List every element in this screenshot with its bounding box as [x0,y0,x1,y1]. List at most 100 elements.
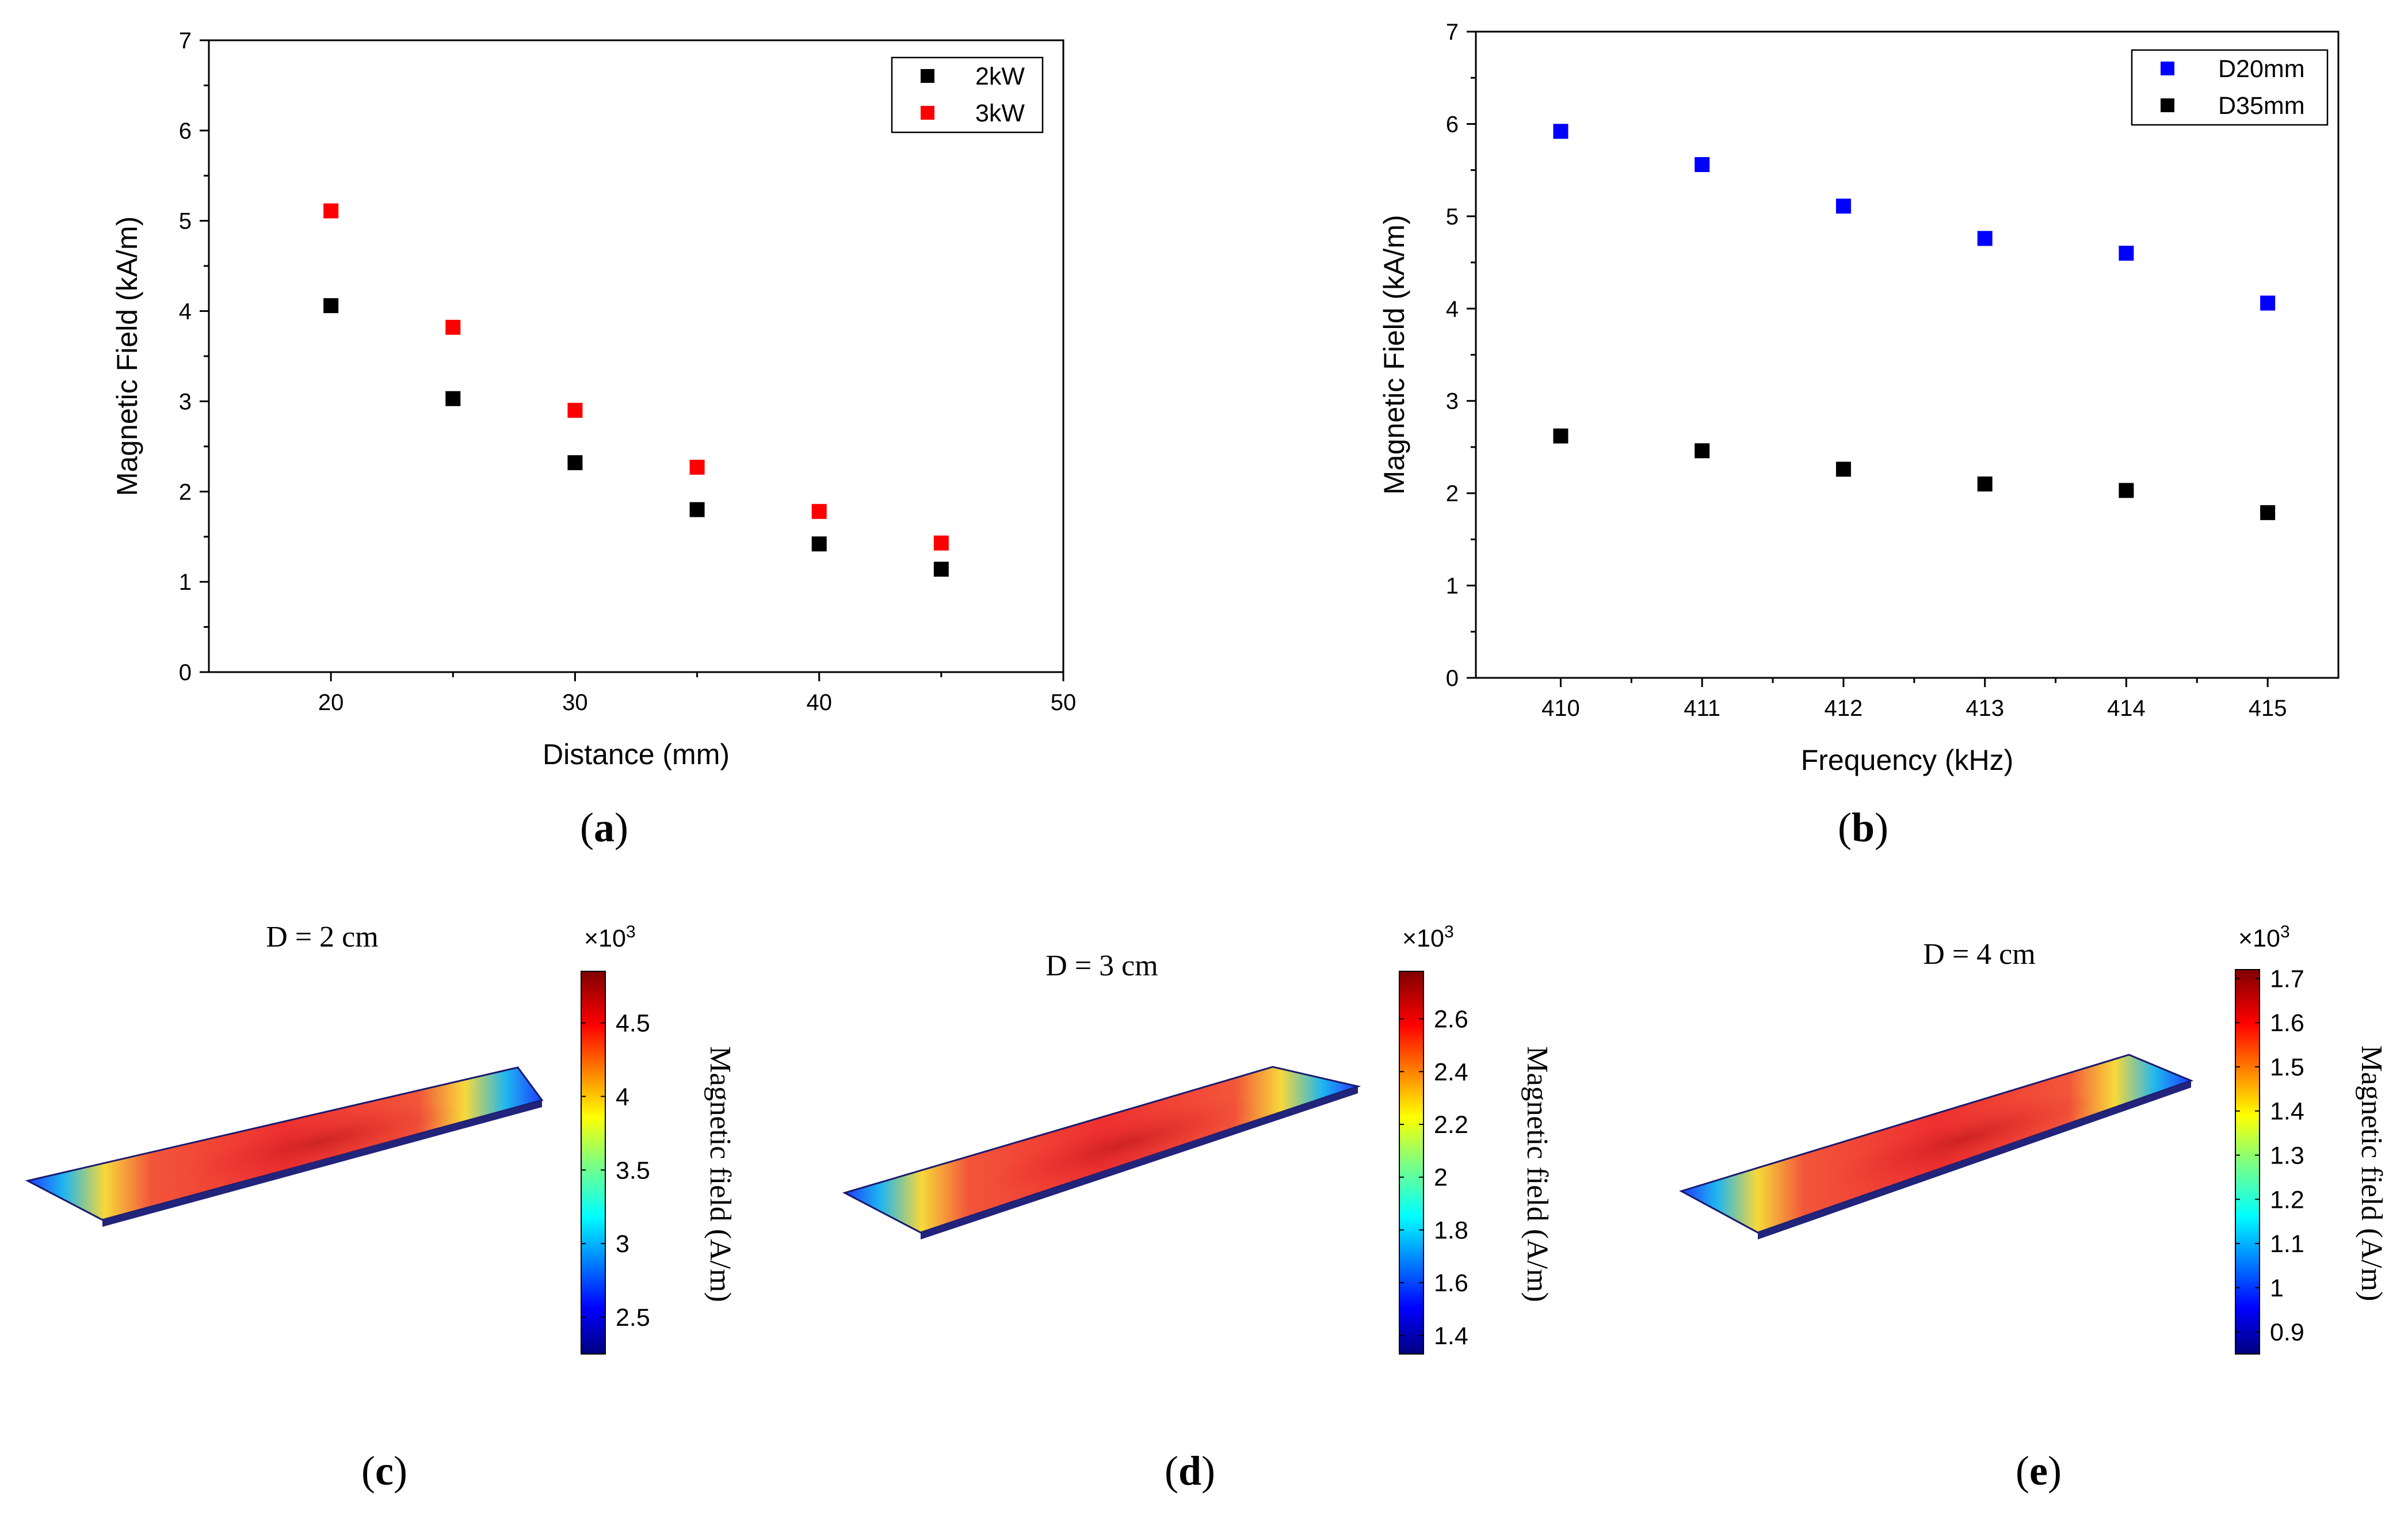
data-point-d35mm [2260,505,2276,520]
legend-marker-d20mm [2161,62,2174,75]
x-tick-label: 40 [806,690,832,715]
y-tick-label: 5 [1446,204,1459,230]
y-tick-label: 3 [1446,389,1459,414]
data-point-d35mm [1977,476,1993,492]
x-tick-label: 50 [1051,690,1077,715]
panel-c: D = 2 cm 2.5 3 3.5 4 4.5 ×103 Magnetic field (A… [25,921,736,1494]
data-point-2kw [811,536,827,552]
x-tick-label: 410 [1541,696,1580,721]
colorbar-tick-label: 1.8 [1434,1216,1468,1244]
panel-label: (b) [1838,804,1888,850]
colorbar-tick-label: 1.6 [1434,1269,1468,1297]
y-tick-label: 2 [179,479,192,505]
data-point-d20mm [2119,246,2134,261]
panel-label: (c) [361,1448,407,1494]
panel-a: 0 1 2 3 4 5 6 7 20 30 40 50 Distance (mm) Magnetic Fi… [111,28,1076,850]
data-point-3kw [933,535,949,551]
data-point-d35mm [1553,428,1569,444]
colorbar-tick-label: 4 [616,1083,629,1111]
colorbar-tick-label: 1.4 [2270,1098,2304,1126]
colorbar-tick-label: 2.4 [1434,1058,1468,1086]
plot-frame [1475,30,2340,679]
field-hotspot [1830,1092,2096,1187]
x-tick-label: 413 [1966,696,2004,721]
colorbar-tick-label: 2.2 [1434,1111,1468,1139]
panel-e: D = 4 cm 0.9 1 1.1 1.2 1.3 1.4 1.5 1.6 1.7 ×103 Mag… [1679,922,2388,1494]
data-point-3kw [811,503,827,519]
legend-label-3kw: 3kW [975,100,1025,127]
y-tick-label: 5 [179,209,192,234]
y-axis-label: Magnetic Field (kA/m) [1378,215,1410,494]
data-point-2kw [689,502,705,517]
colorbar-tick-label: 1.4 [1434,1322,1468,1350]
y-tick-label: 4 [179,299,192,325]
colorbar [1399,971,1424,1355]
plate-edge [921,1086,1358,1239]
simulation-title: D = 4 cm [1923,938,2035,971]
panel-label: (e) [2016,1448,2062,1494]
data-point-2kw [567,455,583,471]
legend-box [891,56,1044,133]
field-hotspot [185,1102,456,1182]
data-point-2kw [933,562,949,577]
colorbar-tick-label: 3 [616,1230,629,1258]
data-point-2kw [445,391,461,406]
colorbar-tick-label: 4.5 [616,1010,650,1037]
y-tick-label: 7 [179,28,192,54]
colorbar-multiplier: ×103 [2238,922,2290,952]
data-point-d35mm [1695,443,1710,459]
legend-label-d20mm: D20mm [2218,55,2305,83]
legend-marker-3kw [921,106,934,120]
colorbar [2235,969,2260,1355]
y-tick-label: 0 [179,660,192,685]
field-hotspot [989,1098,1255,1191]
x-tick-label: 414 [2107,696,2146,721]
legend-label-d35mm: D35mm [2218,92,2305,120]
data-point-d20mm [1553,124,1569,139]
x-tick-label: 412 [1825,696,1863,721]
panel-label: (a) [580,804,628,850]
y-tick-label: 7 [1446,20,1459,45]
x-tick-label: 20 [318,690,344,715]
colorbar-multiplier: ×103 [584,922,636,952]
data-point-d20mm [1695,157,1710,173]
panel-b: 0 1 2 3 4 5 6 7 410 411 412 413 414 415 Frequency (kHz… [1378,20,2340,850]
y-tick-label: 6 [179,119,192,144]
plate-edge [102,1100,542,1227]
data-point-3kw [445,319,461,335]
colorbar-tick-label: 1 [2270,1275,2284,1302]
data-point-d35mm [1835,461,1851,477]
x-tick-label: 415 [2249,696,2287,721]
data-point-3kw [323,203,339,219]
colorbar-label: Magnetic field (A/m) [2355,1046,2388,1302]
colorbar-tick-label: 1.3 [2270,1142,2304,1169]
colorbar [581,971,606,1355]
colorbar-tick-label: 2.5 [616,1304,650,1332]
y-tick-label: 1 [179,570,192,595]
y-tick-label: 3 [179,389,192,414]
colorbar-label: Magnetic field (A/m) [1521,1046,1554,1302]
x-axis-label: Frequency (kHz) [1801,744,2014,776]
y-tick-label: 0 [1446,666,1459,691]
legend-marker-2kw [921,69,934,83]
colorbar-tick-label: 2.6 [1434,1006,1468,1033]
x-tick-label: 411 [1684,696,1720,721]
colorbar-tick-label: 2 [1434,1164,1448,1192]
colorbar-tick-label: 1.5 [2270,1054,2304,1081]
legend-marker-d35mm [2161,98,2174,112]
simulation-title: D = 3 cm [1045,949,1158,982]
y-tick-label: 6 [1446,112,1459,137]
data-point-3kw [689,459,705,475]
y-axis-label: Magnetic Field (kA/m) [111,216,143,496]
plate-edge [1758,1081,2191,1239]
panel-label: (d) [1165,1448,1215,1494]
legend-label-2kw: 2kW [975,63,1025,90]
panel-d: D = 3 cm 1.4 1.6 1.8 2 2.2 2.4 2.6 ×103 Magnetic … [842,922,1554,1494]
y-tick-label: 4 [1446,296,1459,322]
x-axis-label: Distance (mm) [543,738,730,770]
data-point-d35mm [2119,483,2134,498]
colorbar-tick-label: 1.7 [2270,965,2304,993]
y-tick-label: 2 [1446,481,1459,506]
simulation-title: D = 2 cm [266,921,378,953]
